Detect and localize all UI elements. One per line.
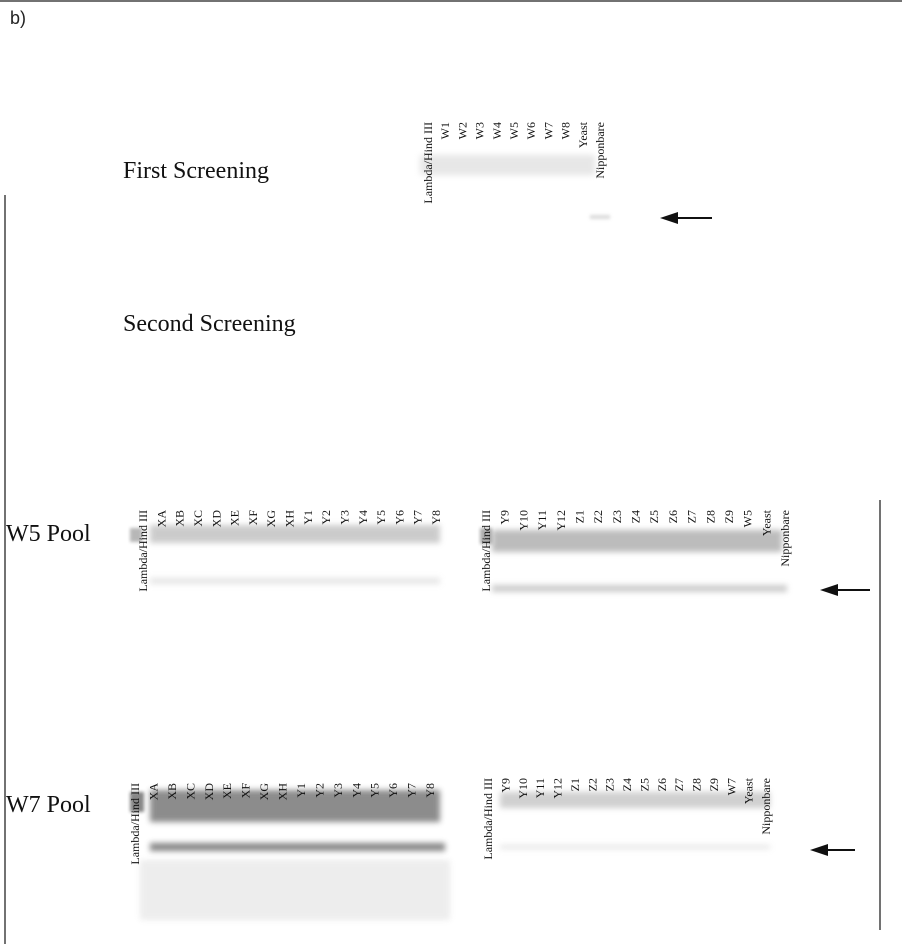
lane-label: Y3 [331, 783, 345, 798]
lane-label: Yeast [742, 777, 756, 804]
lane-label: Y5 [374, 510, 388, 525]
lane-label: Y10 [516, 510, 530, 531]
lane-label: XG [264, 510, 278, 528]
lane-label: Y9 [498, 778, 512, 793]
lane-label: Z2 [585, 778, 599, 791]
lane-label: W2 [455, 122, 469, 139]
arrow [660, 212, 712, 224]
lane-label: Y1 [301, 510, 315, 525]
lane-label: XE [220, 783, 234, 799]
lane-label: Y1 [294, 783, 308, 798]
lane-label: W6 [524, 122, 538, 139]
lane-label: Lambda/Hind III [136, 510, 150, 592]
lane-label: Z1 [572, 510, 586, 523]
lane-label: W5 [507, 122, 521, 139]
lane-label: XC [183, 783, 197, 800]
lane-label: Y7 [405, 783, 419, 798]
lane-label: W8 [559, 122, 573, 139]
lane-label: Y2 [319, 510, 333, 525]
lane-label: Yeast [576, 121, 590, 148]
lane-label: W5 [741, 510, 755, 527]
panel-label: b) [10, 8, 26, 28]
lane-label: Y8 [429, 510, 443, 525]
figure: b) First Screening Second Screening W5 P… [0, 0, 902, 944]
lane-label: Y4 [356, 510, 370, 525]
lane-label: Lambda/Hind III [481, 778, 495, 860]
lane-label: XA [154, 510, 168, 528]
lane-label: Lambda/Hind III [421, 122, 435, 204]
lane-label: W7 [724, 778, 738, 795]
pool-label: W7 Pool [6, 792, 91, 818]
lane-label: Y12 [554, 510, 568, 531]
lane-label: Z5 [647, 510, 661, 523]
lane-label: XA [146, 783, 160, 801]
lane-label: Nipponbare [778, 510, 792, 567]
lane-label: W7 [541, 122, 555, 139]
lane-label: Z4 [620, 778, 634, 791]
lane-label: Y11 [533, 778, 547, 798]
lane-label: XF [239, 783, 253, 799]
lane-label: Z8 [703, 510, 717, 523]
lane-label: Y11 [535, 510, 549, 530]
arrow [820, 584, 870, 596]
section-title: First Screening [123, 158, 269, 184]
lane-label: Lambda/Hind III [128, 783, 142, 865]
lane-label: W3 [473, 122, 487, 139]
lane-label: Y7 [411, 510, 425, 525]
lane-label: Z7 [672, 778, 686, 791]
lane-label: Z9 [722, 510, 736, 523]
lane-label: Z2 [591, 510, 605, 523]
lane-label: XC [191, 510, 205, 527]
gel-image [420, 155, 610, 219]
lane-label: Z4 [629, 510, 643, 523]
lane-label: W4 [490, 122, 504, 139]
lane-label: XB [165, 783, 179, 800]
lane-label: Z7 [685, 510, 699, 523]
lane-label: Nipponbare [759, 778, 773, 835]
lane-label: XD [209, 510, 223, 528]
lane-label: Y12 [551, 778, 565, 799]
lane-label: Y6 [392, 510, 406, 525]
lane-label: Nipponbare [593, 122, 607, 179]
lane-label: Lambda/Hind III [479, 510, 493, 592]
lane-label: Y2 [312, 783, 326, 798]
lane-label: XH [283, 510, 297, 528]
lane-label: Y3 [337, 510, 351, 525]
lane-label: Y4 [349, 783, 363, 798]
lane-label: XG [257, 783, 271, 801]
lane-label: Y6 [386, 783, 400, 798]
lane-label: Z1 [568, 778, 582, 791]
lane-label: XE [228, 510, 242, 526]
lane-label: XH [276, 783, 290, 801]
lane-label: Y10 [516, 778, 530, 799]
lane-label: XD [202, 783, 216, 801]
lane-label: Z3 [603, 778, 617, 791]
lane-label: XB [173, 510, 187, 527]
lane-label: Z6 [655, 778, 669, 791]
gel-image [130, 790, 770, 920]
lane-label: Z9 [707, 778, 721, 791]
section-title: Second Screening [123, 311, 296, 337]
lane-label: Y8 [423, 783, 437, 798]
lane-label: Z5 [637, 778, 651, 791]
lane-label: Z3 [610, 510, 624, 523]
pool-label: W5 Pool [6, 521, 91, 547]
lane-label: Y9 [498, 510, 512, 525]
gel-image [130, 525, 787, 592]
lane-label: Z6 [666, 510, 680, 523]
lane-label: Z8 [690, 778, 704, 791]
arrow [810, 844, 855, 856]
lane-label: XF [246, 510, 260, 526]
lane-label: W1 [438, 122, 452, 139]
lane-label: Y5 [368, 783, 382, 798]
lane-label: Yeast [759, 509, 773, 536]
